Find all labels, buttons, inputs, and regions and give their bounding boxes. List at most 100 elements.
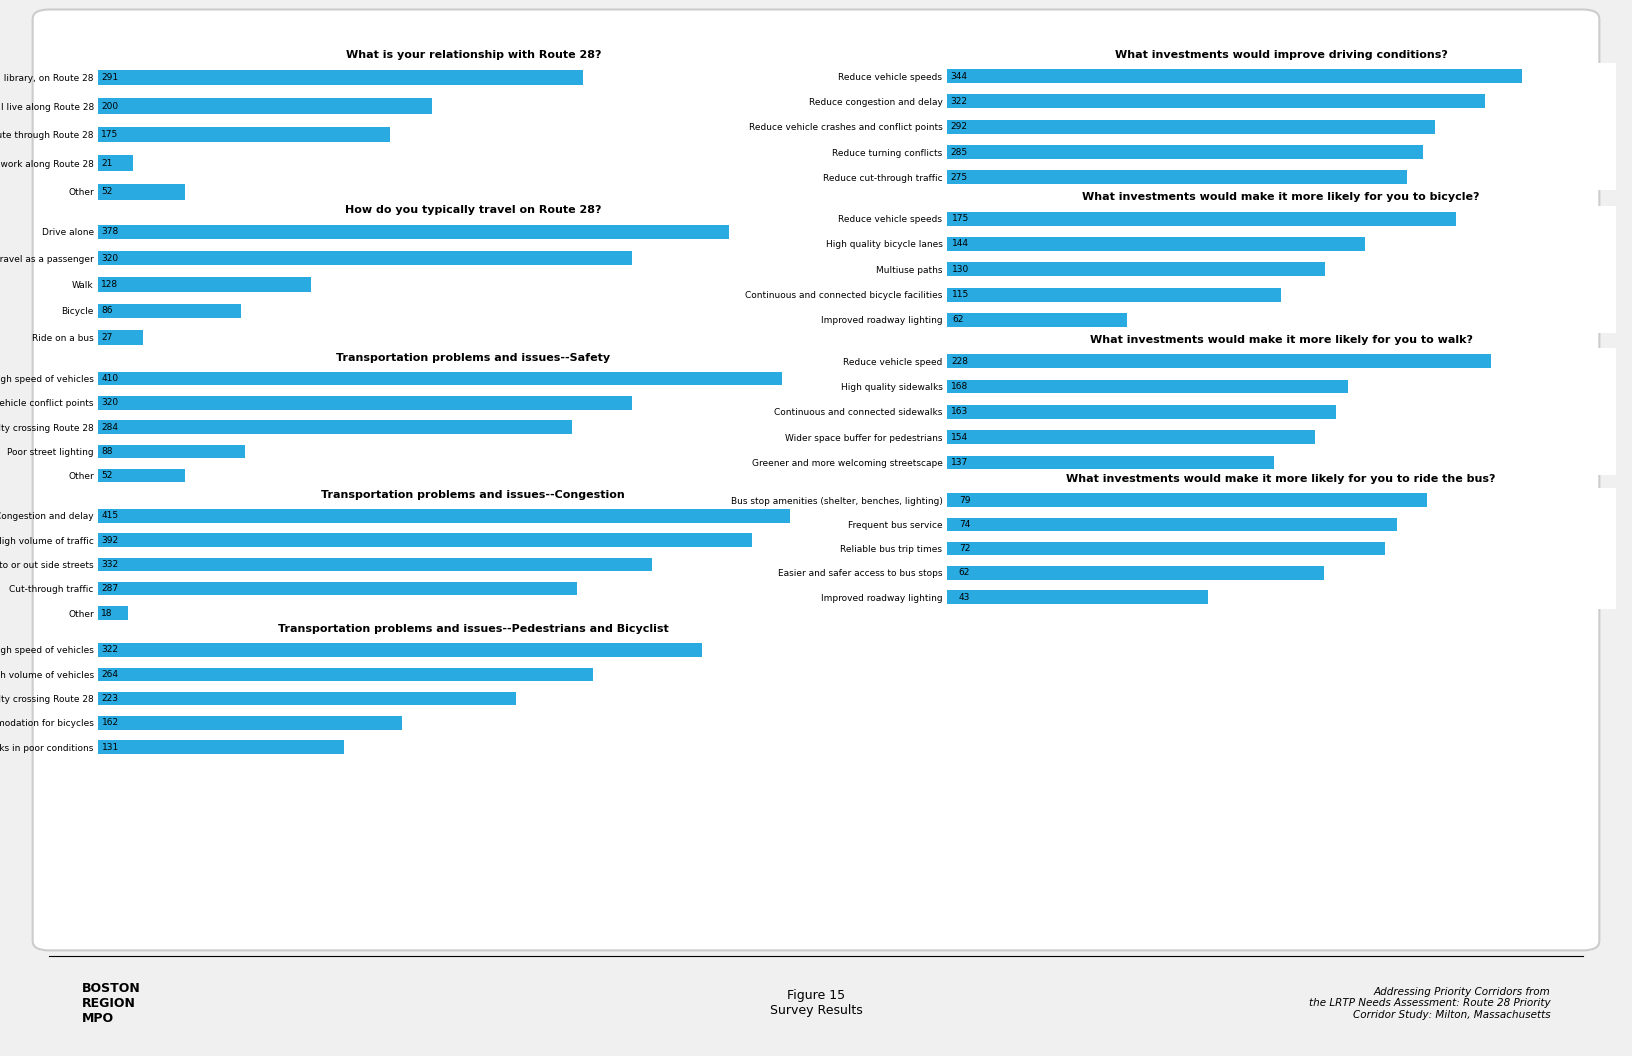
Bar <box>98 643 702 657</box>
Text: 291: 291 <box>101 73 119 82</box>
Text: 163: 163 <box>951 408 968 416</box>
Bar <box>98 469 184 483</box>
Bar <box>947 170 1407 185</box>
Text: 62: 62 <box>958 568 969 578</box>
Text: 27: 27 <box>101 333 113 342</box>
Bar <box>947 313 1128 327</box>
Text: 131: 131 <box>101 742 119 752</box>
Text: 52: 52 <box>101 187 113 196</box>
Bar <box>947 354 1492 369</box>
Text: 168: 168 <box>951 382 968 391</box>
Bar <box>947 404 1337 419</box>
Text: 415: 415 <box>101 511 119 521</box>
Text: 88: 88 <box>101 447 113 456</box>
Bar <box>98 509 790 523</box>
Text: 144: 144 <box>953 240 969 248</box>
Bar <box>98 184 184 200</box>
Text: 284: 284 <box>101 422 118 432</box>
Text: 52: 52 <box>101 471 113 480</box>
Text: 86: 86 <box>101 306 113 316</box>
Bar <box>98 740 344 754</box>
Bar <box>98 606 127 620</box>
Title: What investments would make it more likely for you to bicycle?: What investments would make it more like… <box>1082 192 1480 203</box>
Bar <box>947 211 1456 226</box>
Title: What is your relationship with Route 28?: What is your relationship with Route 28? <box>346 50 601 60</box>
Bar <box>98 716 401 730</box>
Bar <box>98 372 782 385</box>
Bar <box>98 98 431 114</box>
Bar <box>98 667 594 681</box>
Text: 410: 410 <box>101 374 119 383</box>
Bar <box>947 542 1384 555</box>
Text: 154: 154 <box>951 433 968 441</box>
Bar <box>947 455 1275 470</box>
Text: Addressing Priority Corridors from
the LRTP Needs Assessment: Route 28 Priority
: Addressing Priority Corridors from the L… <box>1309 986 1550 1020</box>
Bar <box>947 237 1366 251</box>
Text: 264: 264 <box>101 670 119 679</box>
Text: 43: 43 <box>958 592 969 602</box>
Title: How do you typically travel on Route 28?: How do you typically travel on Route 28? <box>344 205 602 215</box>
Text: 292: 292 <box>950 122 966 131</box>
Title: What investments would improve driving conditions?: What investments would improve driving c… <box>1115 50 1448 60</box>
Text: 115: 115 <box>953 290 969 299</box>
Bar <box>98 445 245 458</box>
Text: 200: 200 <box>101 101 119 111</box>
Bar <box>98 70 583 86</box>
Title: Transportation problems and issues--Congestion: Transportation problems and issues--Cong… <box>322 490 625 501</box>
Text: 378: 378 <box>101 227 119 237</box>
Bar <box>947 287 1281 302</box>
Bar <box>98 304 242 318</box>
Text: BOSTON
REGION
MPO: BOSTON REGION MPO <box>82 982 140 1024</box>
Bar <box>947 69 1523 83</box>
Bar <box>947 590 1208 604</box>
Text: 228: 228 <box>951 357 968 365</box>
Text: 223: 223 <box>101 694 119 703</box>
Bar <box>98 396 632 410</box>
Text: 322: 322 <box>101 645 119 655</box>
Text: 320: 320 <box>101 398 119 408</box>
Text: 79: 79 <box>958 495 971 505</box>
Bar <box>98 558 651 571</box>
Text: 18: 18 <box>101 608 113 618</box>
Bar <box>947 517 1397 531</box>
Bar <box>98 127 390 143</box>
Text: 320: 320 <box>101 253 119 263</box>
FancyBboxPatch shape <box>33 10 1599 950</box>
Title: What investments would make it more likely for you to ride the bus?: What investments would make it more like… <box>1066 474 1497 485</box>
Bar <box>98 420 571 434</box>
Text: 175: 175 <box>953 214 969 223</box>
Text: 162: 162 <box>101 718 119 728</box>
Text: 62: 62 <box>953 316 965 324</box>
Text: 275: 275 <box>950 173 968 182</box>
Title: Transportation problems and issues--Pedestrians and Bicyclist: Transportation problems and issues--Pede… <box>277 624 669 635</box>
Text: 322: 322 <box>950 97 966 106</box>
Bar <box>98 331 144 344</box>
Bar <box>98 692 516 705</box>
Bar <box>947 262 1325 277</box>
Text: 285: 285 <box>950 148 968 156</box>
Bar <box>947 430 1315 445</box>
Bar <box>98 251 632 265</box>
Bar <box>98 225 728 239</box>
Bar <box>947 145 1423 159</box>
Text: 287: 287 <box>101 584 119 593</box>
Text: 130: 130 <box>953 265 969 274</box>
Title: Transportation problems and issues--Safety: Transportation problems and issues--Safe… <box>336 353 610 363</box>
Text: 74: 74 <box>958 520 969 529</box>
Text: 21: 21 <box>101 158 113 168</box>
Text: 344: 344 <box>950 72 966 80</box>
Bar <box>98 155 132 171</box>
Bar <box>947 566 1324 580</box>
Bar <box>947 379 1348 394</box>
Bar <box>947 94 1485 109</box>
Bar <box>947 119 1435 134</box>
Title: What investments would make it more likely for you to walk?: What investments would make it more like… <box>1090 335 1472 345</box>
Text: Figure 15
Survey Results: Figure 15 Survey Results <box>770 989 862 1017</box>
Text: 128: 128 <box>101 280 119 289</box>
Bar <box>98 533 752 547</box>
Bar <box>947 493 1426 507</box>
Text: 175: 175 <box>101 130 119 139</box>
Text: 332: 332 <box>101 560 119 569</box>
Text: 72: 72 <box>958 544 969 553</box>
Bar <box>98 278 312 291</box>
